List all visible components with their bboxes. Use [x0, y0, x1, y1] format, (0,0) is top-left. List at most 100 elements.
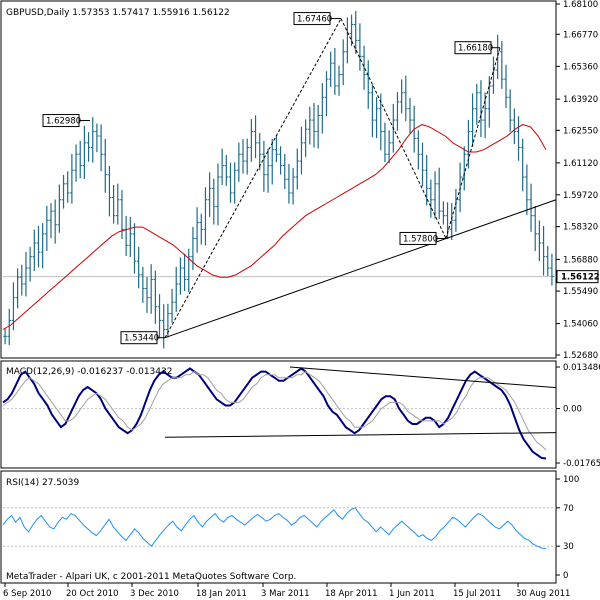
- ohlc-bar: [383, 122, 387, 163]
- ohlc-bar: [182, 253, 187, 292]
- ohlc-bar: [19, 264, 24, 296]
- ohlc-bar: [541, 225, 546, 276]
- macd-tick-label: 0.00: [563, 405, 582, 415]
- price-panel-border: [0, 0, 557, 359]
- ohlc-bar: [161, 304, 166, 349]
- ohlc-bar: [232, 162, 237, 204]
- copyright-text: MetaTrader - Alpari UK, c 2001-2011 Meta…: [6, 572, 296, 582]
- rsi-plot: [2, 507, 556, 550]
- ohlc-bar: [220, 148, 224, 185]
- ohlc-bar: [416, 130, 421, 170]
- ohlc-bar: [545, 245, 550, 277]
- ohlc-bar: [474, 83, 479, 125]
- ohlc-bar: [282, 154, 287, 190]
- ohlc-bar: [45, 205, 49, 251]
- ohlc-bar: [195, 207, 199, 253]
- ohlc-bar: [32, 229, 37, 272]
- annotation-box: [293, 12, 331, 26]
- ohlc-bar: [324, 71, 329, 117]
- price-tick-label: 1.66770: [563, 30, 598, 40]
- ohlc-bar: [387, 130, 391, 164]
- ohlc-bar: [291, 168, 295, 205]
- zigzag-segment: [164, 18, 342, 338]
- ohlc-bar: [28, 246, 32, 282]
- time-tick-label: 18 Jan 2011: [196, 589, 247, 599]
- ohlc-bar: [145, 276, 149, 313]
- ohlc-bar: [40, 223, 45, 269]
- ohlc-bar: [99, 124, 103, 172]
- ohlc-bar: [278, 146, 283, 175]
- time-tick-label: 15 Jul 2011: [453, 589, 501, 599]
- annotation-box: [454, 41, 492, 55]
- ohlc-bar: [36, 225, 41, 268]
- ohlc-bar: [174, 266, 179, 312]
- ohlc-bar: [15, 268, 20, 309]
- macd-axis: 0.013486 0.00 -0.01765: [556, 363, 600, 469]
- time-tick-label: 3 Mar 2011: [261, 589, 309, 599]
- ohlc-bar: [274, 135, 279, 163]
- ohlc-bar: [353, 11, 358, 54]
- ohlc-bar: [316, 104, 320, 149]
- annotation-label: 1.57800: [403, 234, 438, 244]
- rsi-panel-border: [0, 470, 557, 584]
- price-tick-label: 1.65360: [563, 62, 598, 72]
- zigzag-segment: [445, 47, 501, 239]
- price-tick-label: 1.68100: [563, 0, 598, 10]
- rsi-title: RSI(14) 27.5039: [6, 478, 79, 488]
- ohlc-bar: [141, 266, 145, 303]
- macd-main-line: [2, 367, 547, 460]
- ohlc-bar: [49, 203, 53, 239]
- macd-title: MACD(12,26,9) -0.016237 -0.013432: [6, 367, 172, 377]
- annotation-box: [399, 231, 437, 245]
- ohlc-bar: [495, 34, 500, 79]
- ohlc-bar: [266, 148, 270, 193]
- ohlc-bar: [65, 171, 70, 203]
- ohlc-bar: [328, 51, 333, 88]
- ohlc-bar: [186, 248, 191, 292]
- ohlc-bar: [449, 203, 454, 241]
- ohlc-bar: [516, 116, 521, 161]
- price-tick-label: 1.58320: [563, 223, 598, 233]
- ma-line: [2, 124, 547, 330]
- ohlc-bar: [61, 174, 66, 209]
- current-price-label: 1.56122: [561, 273, 600, 283]
- ohlc-bar: [320, 82, 325, 134]
- ohlc-bar: [358, 23, 362, 71]
- ohlc-bar: [395, 92, 400, 131]
- annotation-label: 1.66180: [458, 44, 493, 54]
- price-tick-label: 1.59720: [563, 191, 598, 201]
- time-tick-label: 18 Apr 2011: [325, 589, 378, 599]
- ohlc-bar: [487, 76, 492, 128]
- price-panel: GBPUSD,Daily 1.57353 1.57417 1.55916 1.5…: [0, 0, 600, 361]
- ohlc-bar: [333, 47, 337, 95]
- ohlc-bar: [512, 108, 517, 144]
- ohlc-bar: [437, 167, 442, 220]
- ohlc-bar: [199, 213, 204, 245]
- ohlc-bar: [295, 148, 300, 190]
- ohlc-bar: [462, 146, 467, 191]
- macd-plot: [2, 366, 557, 460]
- price-tick-label: 1.56880: [563, 255, 598, 265]
- time-tick-label: 6 Sep 2010: [3, 589, 51, 599]
- ohlc-bar: [78, 140, 83, 179]
- zigzag-segment: [340, 18, 447, 239]
- trend-lines: [164, 18, 557, 339]
- price-tick-label: 1.62550: [563, 126, 598, 136]
- rsi-tick-label: 0: [563, 571, 568, 581]
- ohlc-bar: [7, 308, 12, 346]
- ohlc-bar: [470, 93, 475, 147]
- ohlc-bar: [479, 80, 483, 138]
- price-tick-label: 1.61120: [563, 159, 598, 169]
- ohlc-bar: [525, 164, 529, 216]
- ohlc-bar: [520, 138, 525, 192]
- macd-tick-label: 0.013486: [563, 363, 600, 373]
- ohlc-bar: [153, 270, 158, 324]
- ohlc-bar: [211, 178, 216, 225]
- ohlc-bar: [245, 138, 249, 175]
- price-tick-label: 1.54060: [563, 320, 598, 330]
- ohlc-bar: [53, 199, 57, 244]
- ohlc-bar: [404, 75, 408, 122]
- ohlc-bar: [537, 220, 542, 261]
- ohlc-bar: [262, 140, 266, 192]
